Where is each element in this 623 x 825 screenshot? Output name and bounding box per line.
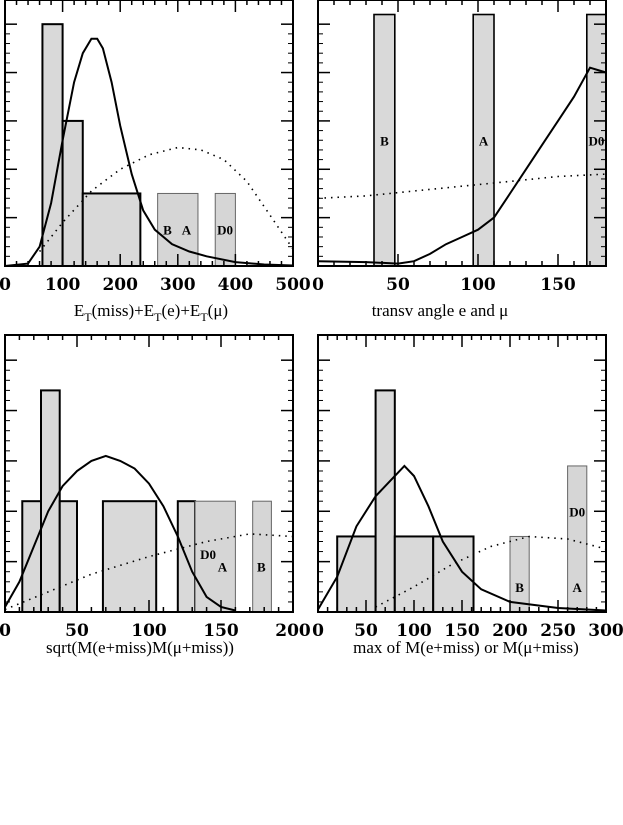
candidate-box xyxy=(157,192,199,267)
histogram-bar xyxy=(336,535,377,613)
x-tick-label: 300 xyxy=(160,275,196,295)
histogram-bar xyxy=(101,500,158,614)
axis-title-part: (e)+E xyxy=(161,301,200,320)
axis-title-part: (miss)+E xyxy=(92,301,154,320)
signal-curve xyxy=(4,37,294,267)
x-tick-label: 0 xyxy=(312,275,324,295)
candidate-label-D0: D0 xyxy=(569,504,585,519)
x-tick-label: 150 xyxy=(444,621,480,641)
subscript-T: T xyxy=(154,310,162,324)
signal-curve xyxy=(317,464,607,612)
panel-top-right: B A D0 0 50 100 150 transv angle e and μ xyxy=(312,0,607,320)
candidate-box xyxy=(509,535,530,613)
x-tick-label: 100 xyxy=(460,275,496,295)
x-tick-label: 200 xyxy=(492,621,528,641)
candidate-box xyxy=(252,500,272,613)
x-tick-label: 300 xyxy=(588,621,623,641)
signal-curve xyxy=(4,454,236,612)
axis-title-part: E xyxy=(74,301,84,320)
x-tick-label: 100 xyxy=(396,621,432,641)
bar-label: B xyxy=(380,133,389,148)
x-tick-label: 50 xyxy=(354,621,378,641)
panel-bottom-right: B D0 A 0 50 100 150 200 250 300 max of M(e+miss) o… xyxy=(312,334,623,657)
x-tick-label: 250 xyxy=(540,621,576,641)
candidate-label-A: A xyxy=(573,580,583,595)
candidate-box xyxy=(194,500,236,613)
x-tick-label: 100 xyxy=(131,621,167,641)
signal-curve xyxy=(317,66,607,265)
x-tick-label: 200 xyxy=(102,275,138,295)
plot-frame xyxy=(4,0,294,267)
histogram-bar xyxy=(40,389,61,613)
plot-frame xyxy=(317,0,607,267)
x-tick-label: 50 xyxy=(386,275,410,295)
x-tick-label: 0 xyxy=(0,621,11,641)
subscript-T: T xyxy=(200,310,208,324)
x-axis-title: transv angle e and μ xyxy=(372,301,509,320)
bar-label: A xyxy=(479,133,489,148)
candidate-label-D0: D0 xyxy=(217,223,233,238)
x-tick-label: 50 xyxy=(65,621,89,641)
histogram-bar xyxy=(432,535,475,613)
histogram-bar xyxy=(21,500,42,614)
x-axis-title: max of M(e+miss) or M(μ+miss) xyxy=(353,638,579,657)
x-tick-label: 150 xyxy=(540,275,576,295)
histogram-bar xyxy=(41,23,64,267)
x-tick-label: 150 xyxy=(203,621,239,641)
x-tick-label: 500 xyxy=(275,275,311,295)
x-tick-label: 400 xyxy=(218,275,254,295)
x-tick-label: 200 xyxy=(275,621,311,641)
candidate-label-B: B xyxy=(515,580,524,595)
background-curve xyxy=(375,535,607,608)
x-tick-label: 0 xyxy=(0,275,11,295)
panel-bottom-left: D0A B 0 50 100 150 200 sqrt(M(e+miss)M(μ+miss)) xyxy=(0,334,311,657)
background-curve xyxy=(317,173,607,200)
bar-label: D0 xyxy=(588,133,604,148)
x-axis-title: ET(miss)+ET(e)+ET(μ) xyxy=(74,301,228,324)
x-axis-title: sqrt(M(e+miss)M(μ+miss)) xyxy=(46,638,234,657)
background-curve xyxy=(4,533,294,611)
axis-title-part: (μ) xyxy=(208,301,228,320)
candidate-label-B: B xyxy=(257,560,266,575)
histogram-bar xyxy=(81,192,142,267)
candidate-label-B: B xyxy=(163,223,172,238)
histogram-bar xyxy=(374,389,396,613)
candidate-label-D0: D0 xyxy=(200,547,216,562)
subscript-T: T xyxy=(84,310,92,324)
histogram-bar xyxy=(58,500,79,614)
background-curve xyxy=(38,146,294,252)
candidate-label-A: A xyxy=(182,223,192,238)
candidate-label-A: A xyxy=(218,560,228,575)
x-tick-label: 0 xyxy=(312,621,324,641)
x-tick-label: 100 xyxy=(45,275,81,295)
histogram-bar xyxy=(61,119,84,267)
